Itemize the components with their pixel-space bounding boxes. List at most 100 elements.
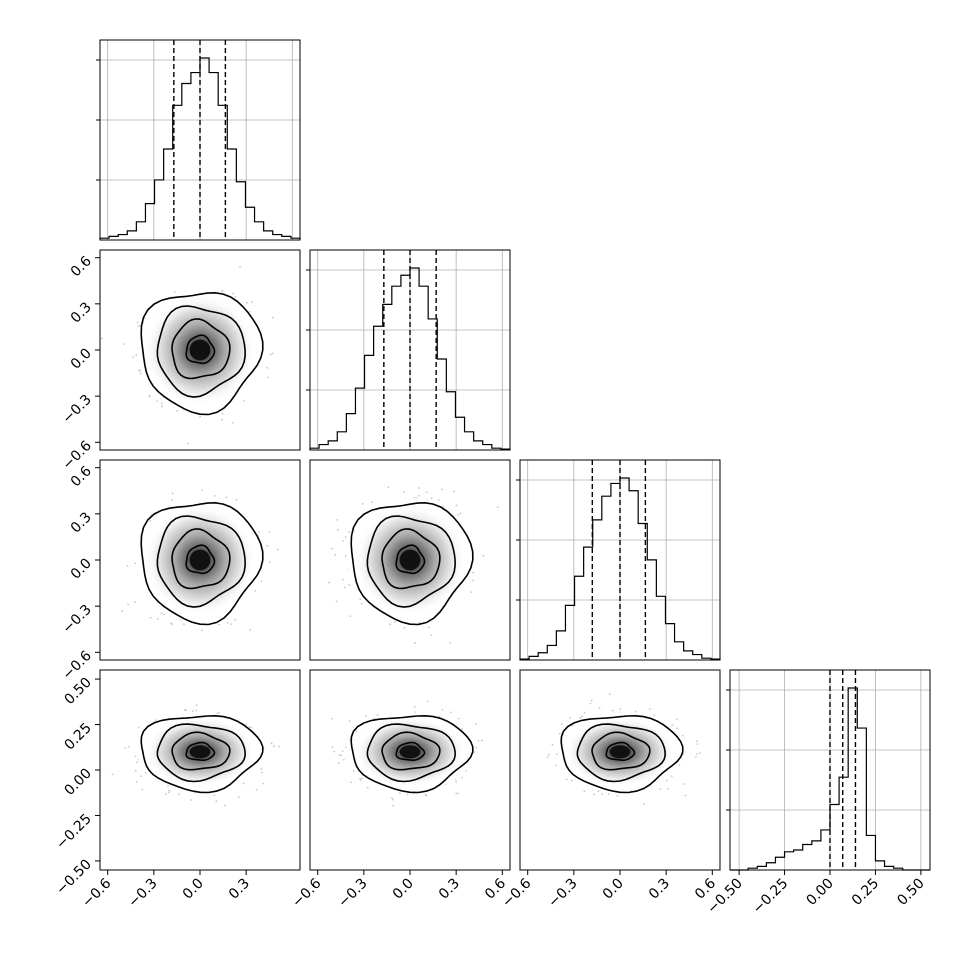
contour-level-3: [156, 305, 246, 398]
scatter-point: [331, 746, 334, 748]
contour-level-3: [156, 723, 246, 783]
scatter-point: [141, 788, 144, 791]
scatter-point: [134, 562, 137, 565]
contour-level-4: [140, 501, 264, 626]
scatter-point: [139, 324, 142, 327]
scatter-point: [156, 618, 159, 621]
scatter-point: [336, 518, 339, 521]
scatter-point: [160, 402, 163, 405]
scatter-point: [333, 750, 336, 753]
scatter-point: [437, 499, 440, 501]
scatter-point: [455, 792, 458, 795]
scatter-point: [195, 709, 198, 712]
panel-content: [328, 486, 499, 644]
histogram-step-line: [309, 267, 511, 450]
scatter-point: [426, 700, 429, 703]
scatter-point: [359, 777, 361, 780]
scatter-point: [482, 554, 485, 557]
scatter-point: [195, 704, 198, 706]
scatter-point: [428, 626, 430, 629]
scatter-point: [186, 442, 189, 445]
scatter-point: [135, 354, 138, 357]
scatter-point: [361, 777, 364, 780]
scatter-point: [269, 353, 272, 356]
scatter-point: [344, 555, 347, 557]
density-core: [189, 549, 211, 571]
density-core: [399, 549, 421, 571]
panel-content: [101, 265, 274, 445]
scatter-point: [268, 530, 271, 533]
scatter-point: [140, 775, 143, 778]
scatter-point: [162, 613, 165, 616]
density-core: [189, 745, 211, 759]
scatter-point: [449, 641, 451, 644]
scatter-point: [191, 710, 194, 713]
scatter-point: [134, 601, 136, 603]
scatter-point: [276, 548, 279, 551]
scatter-point: [441, 708, 444, 711]
scatter-contour-panel-4-1: [99, 669, 301, 871]
scatter-contour-panel-2-1: [99, 249, 301, 451]
scatter-point: [255, 788, 258, 791]
histogram-panel-1: [96, 39, 301, 241]
scatter-point: [348, 720, 351, 722]
scatter-point: [168, 789, 171, 792]
scatter-point: [472, 571, 474, 574]
scatter-point: [328, 581, 330, 584]
scatter-point: [218, 623, 221, 626]
scatter-point: [249, 628, 252, 631]
histogram-panel-2: [306, 249, 511, 451]
scatter-point: [137, 325, 140, 328]
scatter-point: [239, 265, 241, 268]
scatter-point: [124, 747, 127, 749]
scatter-point: [403, 626, 406, 629]
scatter-point: [171, 492, 174, 495]
scatter-point: [441, 488, 443, 491]
scatter-point: [430, 497, 433, 500]
scatter-point: [149, 616, 152, 619]
scatter-point: [138, 370, 141, 372]
contour-level-2: [171, 318, 231, 380]
scatter-point: [242, 782, 245, 785]
scatter-point: [472, 579, 474, 582]
scatter-point: [342, 539, 345, 542]
scatter-point: [221, 289, 224, 292]
scatter-point: [272, 745, 275, 748]
scatter-point: [111, 773, 114, 776]
scatter-point: [254, 589, 257, 592]
scatter-point: [237, 796, 240, 799]
scatter-point: [225, 496, 228, 499]
scatter-point: [149, 520, 152, 522]
contour-level-2: [171, 528, 231, 590]
scatter-point: [345, 746, 348, 749]
scatter-point: [261, 771, 263, 774]
scatter-point: [403, 491, 406, 494]
scatter-point: [217, 711, 220, 714]
scatter-point: [260, 768, 263, 770]
scatter-point: [344, 536, 347, 538]
scatter-point: [242, 400, 245, 402]
scatter-point: [271, 316, 274, 319]
scatter-point: [223, 804, 226, 807]
scatter-point: [161, 405, 163, 408]
density-core: [189, 339, 211, 361]
contour-level-2: [171, 731, 231, 771]
histogram-panel-4: [726, 669, 931, 871]
panel-frame: [309, 459, 511, 661]
scatter-point: [387, 486, 390, 489]
panel-content: [330, 700, 483, 807]
contour-level-3: [156, 515, 246, 608]
scatter-point: [337, 762, 340, 764]
scatter-point: [348, 531, 351, 534]
scatter-point: [183, 623, 185, 626]
scatter-point: [371, 501, 373, 504]
scatter-point: [342, 578, 344, 581]
panel-frame: [99, 39, 301, 241]
scatter-point: [173, 290, 176, 293]
scatter-point: [171, 498, 174, 501]
scatter-point: [154, 719, 157, 722]
scatter-point: [361, 502, 364, 505]
scatter-point: [457, 513, 459, 516]
histogram-step-line: [730, 687, 930, 871]
scatter-point: [199, 415, 202, 418]
